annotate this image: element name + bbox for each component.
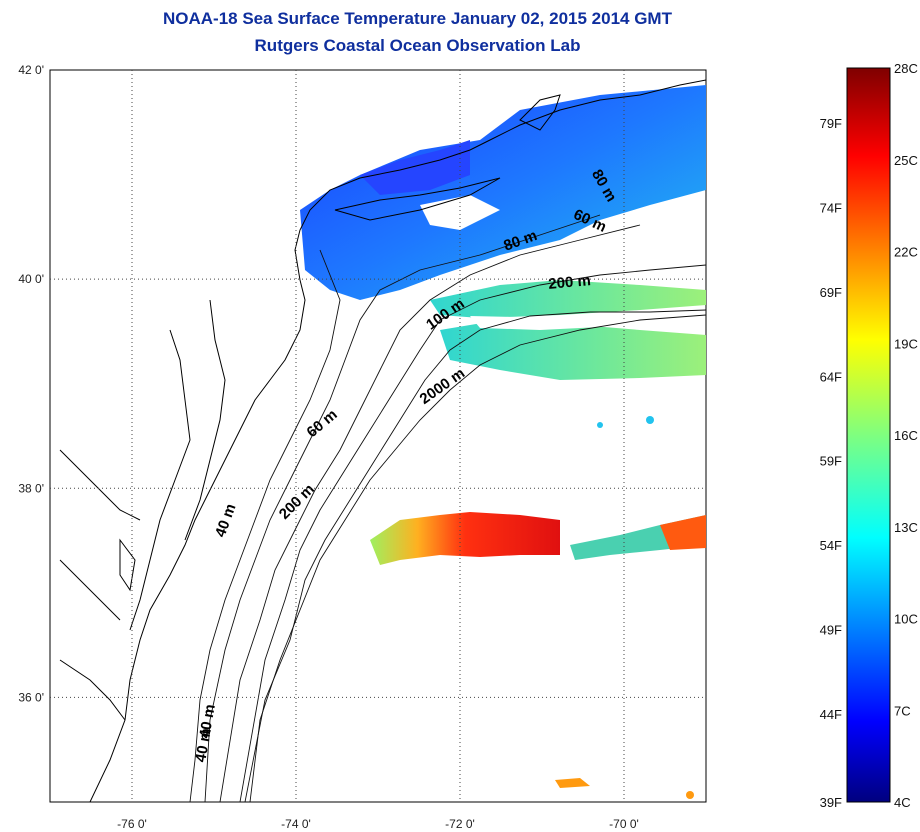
- lon-tick-label: -74 0': [281, 817, 311, 831]
- lat-tick-label: 40 0': [18, 272, 44, 286]
- axis-labels: -76 0' -74 0' -72 0' -70 0' 42 0' 40 0' 38 0' 3…: [18, 63, 638, 831]
- cloud-gap: [540, 240, 640, 270]
- sst-speck: [597, 422, 603, 428]
- sst-speck: [686, 791, 694, 799]
- colorbar-fahrenheit-label: 69F: [820, 285, 842, 300]
- bay-outline: [129, 329, 191, 631]
- colorbar-fahrenheit-label: 49F: [820, 623, 842, 638]
- map-subtitle: Rutgers Coastal Ocean Observation Lab: [254, 36, 581, 55]
- colorbar-celsius-label: 4C: [894, 795, 911, 810]
- lon-tick-label: -72 0': [445, 817, 475, 831]
- colorbar-fahrenheit-label: 39F: [820, 795, 842, 810]
- contour-40m: [189, 249, 341, 802]
- colorbar-celsius-label: 7C: [894, 703, 911, 718]
- contour-200m: [244, 309, 706, 802]
- long-island: [334, 177, 501, 221]
- lon-tick-label: -76 0': [117, 817, 147, 831]
- coastline: [89, 79, 706, 802]
- sst-speck: [646, 416, 654, 424]
- contour-label: 40 m: [192, 727, 215, 764]
- sst-swath-shelfbreak: [440, 320, 706, 380]
- colorbar-celsius-label: 28C: [894, 61, 918, 76]
- lat-tick-label: 38 0': [18, 481, 44, 495]
- colorbar-celsius-label: 13C: [894, 520, 918, 535]
- sst-swath-gulfstream: [370, 512, 560, 565]
- colorbar-fahrenheit-label: 54F: [820, 538, 842, 553]
- contour-label: 40 m: [196, 703, 219, 740]
- river-outline: [59, 659, 126, 721]
- bay-outline: [184, 299, 226, 541]
- bathymetry-contours: [189, 214, 706, 802]
- cloud-gap: [470, 316, 620, 330]
- sst-data-layer: [300, 85, 706, 799]
- colorbar-fahrenheit-label: 44F: [820, 707, 842, 722]
- contour-2000m: [249, 314, 706, 802]
- contour-100m: [239, 264, 706, 802]
- contour-60m: [204, 214, 601, 802]
- coastline-layer: [59, 79, 706, 802]
- sst-swath-slope: [430, 280, 706, 318]
- graticule: [50, 70, 706, 802]
- colorbar-fahrenheit-label: 74F: [820, 200, 842, 215]
- lat-tick-label: 36 0': [18, 690, 44, 704]
- colorbar-fahrenheit-label: 64F: [820, 369, 842, 384]
- river-outline: [59, 449, 141, 521]
- sst-swath-gulfmaine: [360, 140, 470, 195]
- sst-patch-south: [555, 778, 590, 788]
- contour-80m: [219, 224, 641, 802]
- colorbar-celsius-label: 10C: [894, 612, 918, 627]
- map-title: NOAA-18 Sea Surface Temperature January …: [163, 9, 672, 28]
- river-outline: [59, 559, 121, 621]
- colorbar-gradient: [846, 67, 891, 803]
- colorbar-celsius-label: 22C: [894, 245, 918, 260]
- estuary-outline: [119, 538, 136, 592]
- colorbar-celsius-label: 16C: [894, 428, 918, 443]
- sst-swath-north: [300, 85, 706, 300]
- colorbar-celsius-label: 19C: [894, 336, 918, 351]
- cape-cod: [519, 94, 561, 131]
- lat-tick-label: 42 0': [18, 63, 44, 77]
- colorbar-fahrenheit-label: 59F: [820, 454, 842, 469]
- colorbar-fahrenheit-label: 79F: [820, 116, 842, 131]
- contour-label: 200 m: [548, 272, 592, 293]
- lon-tick-label: -70 0': [609, 817, 639, 831]
- colorbar-celsius-label: 25C: [894, 153, 918, 168]
- sst-patch-east-warm: [660, 515, 706, 550]
- colorbar: 28C 25C 22C 19C 16C 13C 10C 7C 4C 79F 74F 69F 64F 59F…: [820, 61, 918, 810]
